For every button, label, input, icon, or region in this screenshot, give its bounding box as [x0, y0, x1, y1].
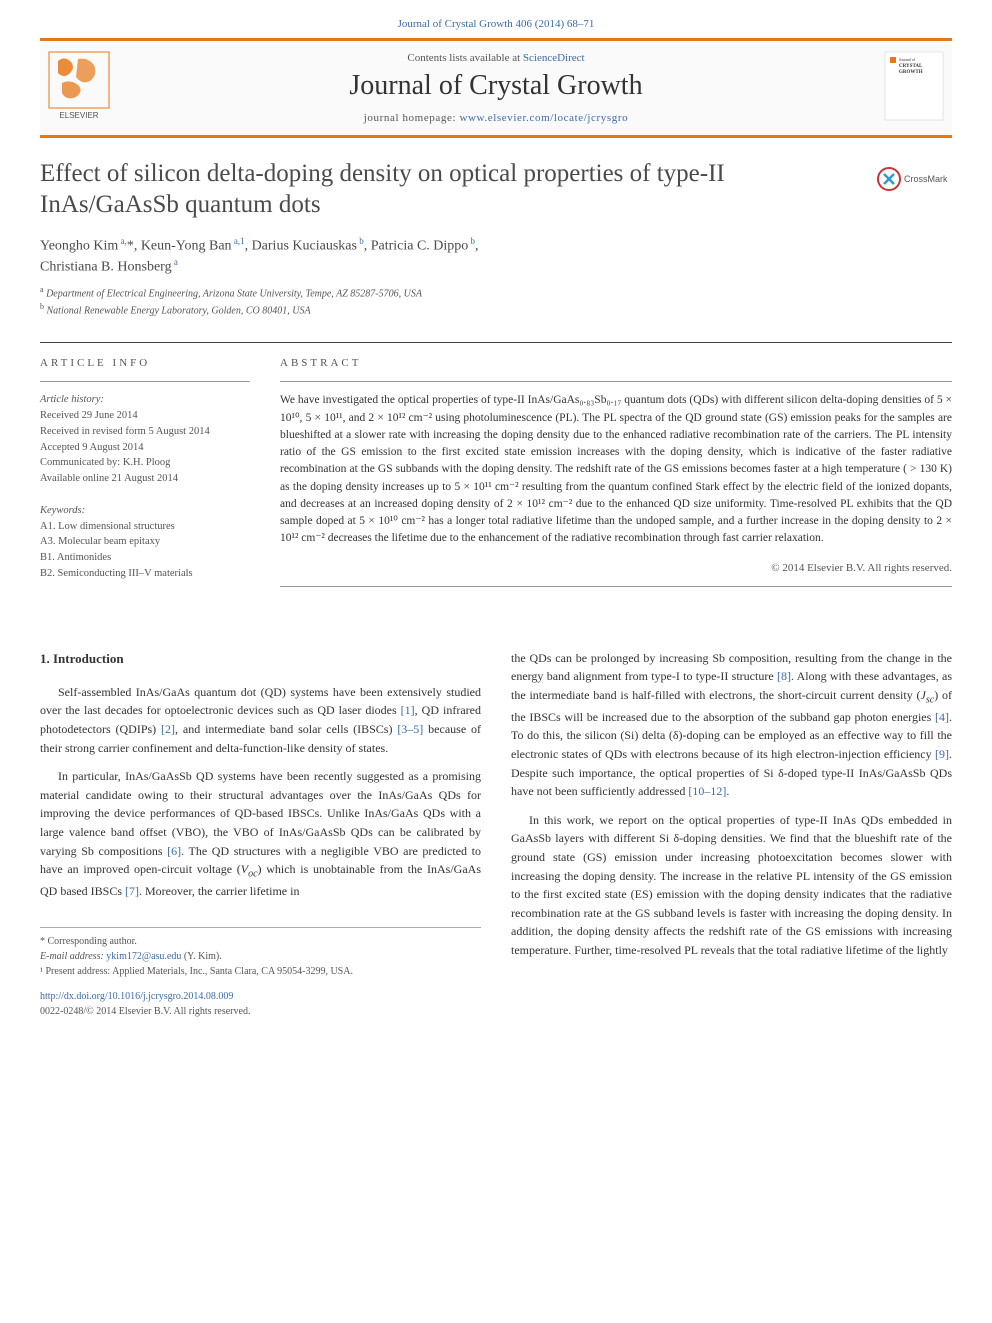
abstract-text: We have investigated the optical propert… [280, 392, 952, 547]
top-citation: Journal of Crystal Growth 406 (2014) 68–… [0, 0, 992, 38]
homepage-prefix: journal homepage: [364, 112, 460, 124]
article-history: Article history: Received 29 June 2014 R… [40, 392, 250, 487]
intro-p2: In particular, InAs/GaAsSb QD systems ha… [40, 767, 481, 900]
authors: Yeongho Kim a,*, Keun-Yong Ban a,1, Dari… [40, 235, 952, 278]
keyword-1: A3. Molecular beam epitaxy [40, 536, 160, 547]
contents-prefix: Contents lists available at [407, 52, 522, 64]
keyword-3: B2. Semiconducting III–V materials [40, 568, 193, 579]
svg-text:Journal of: Journal of [899, 57, 916, 62]
affiliations: a Department of Electrical Engineering, … [40, 284, 952, 319]
divider [40, 342, 952, 343]
svg-text:CRYSTAL: CRYSTAL [899, 64, 923, 69]
history-received: Received 29 June 2014 [40, 410, 138, 421]
ref-2[interactable]: [2] [161, 722, 175, 736]
homepage-link[interactable]: www.elsevier.com/locate/jcrysgro [459, 112, 628, 124]
keyword-2: B1. Antimonides [40, 552, 111, 563]
affiliation-a: Department of Electrical Engineering, Ar… [46, 288, 422, 299]
article-info-heading: ARTICLE INFO [40, 357, 250, 369]
ref-3-5[interactable]: [3–5] [397, 722, 423, 736]
fn-email-label: E-mail address: [40, 951, 106, 962]
history-accepted: Accepted 9 August 2014 [40, 442, 144, 453]
journal-name: Journal of Crystal Growth [118, 70, 874, 102]
intro-p4: In this work, we report on the optical p… [511, 811, 952, 960]
article-title: Effect of silicon delta-doping density o… [40, 158, 862, 221]
journal-header: ELSEVIER Contents lists available at Sci… [40, 38, 952, 138]
ref-8[interactable]: [8] [777, 669, 791, 683]
svg-text:ELSEVIER: ELSEVIER [59, 111, 98, 120]
column-left: 1. Introduction Self-assembled InAs/GaAs… [40, 649, 481, 1020]
keywords-label: Keywords: [40, 505, 85, 516]
ref-6[interactable]: [6] [167, 844, 181, 858]
intro-p1: Self-assembled InAs/GaAs quantum dot (QD… [40, 683, 481, 757]
affiliation-b: National Renewable Energy Laboratory, Go… [47, 305, 311, 316]
history-label: Article history: [40, 394, 104, 405]
ref-9[interactable]: [9] [935, 747, 949, 761]
copyright: © 2014 Elsevier B.V. All rights reserved… [280, 562, 952, 574]
fn-present: ¹ Present address: Applied Materials, In… [40, 964, 481, 979]
fn-email-link[interactable]: ykim172@asu.edu [106, 951, 181, 962]
keyword-0: A1. Low dimensional structures [40, 521, 175, 532]
ref-10-12[interactable]: [10–12] [688, 784, 726, 798]
elsevier-logo: ELSEVIER [40, 47, 118, 129]
history-communicated: Communicated by: K.H. Ploog [40, 457, 170, 468]
history-revised: Received in revised form 5 August 2014 [40, 426, 210, 437]
svg-text:CrossMark: CrossMark [904, 174, 948, 184]
issn-line: 0022-0248/© 2014 Elsevier B.V. All right… [40, 1006, 250, 1017]
crossmark-badge[interactable]: CrossMark [862, 158, 952, 198]
intro-p3: the QDs can be prolonged by increasing S… [511, 649, 952, 801]
ref-7[interactable]: [7] [125, 884, 139, 898]
journal-cover: Journal of CRYSTAL GROWTH [874, 47, 952, 129]
intro-heading: 1. Introduction [40, 649, 481, 669]
ref-4[interactable]: [4] [935, 710, 949, 724]
fn-email-suffix: (Y. Kim). [181, 951, 221, 962]
fn-corresponding: * Corresponding author. [40, 934, 481, 949]
ref-1[interactable]: [1] [401, 703, 415, 717]
keywords-block: Keywords: A1. Low dimensional structures… [40, 503, 250, 582]
svg-text:GROWTH: GROWTH [899, 70, 923, 75]
footnotes: * Corresponding author. E-mail address: … [40, 927, 481, 979]
doi-block: http://dx.doi.org/10.1016/j.jcrysgro.201… [40, 989, 481, 1020]
column-right: the QDs can be prolonged by increasing S… [511, 649, 952, 1020]
history-online: Available online 21 August 2014 [40, 473, 178, 484]
doi-link[interactable]: http://dx.doi.org/10.1016/j.jcrysgro.201… [40, 991, 233, 1002]
header-center: Contents lists available at ScienceDirec… [118, 52, 874, 124]
sciencedirect-link[interactable]: ScienceDirect [523, 52, 585, 64]
abstract-heading: ABSTRACT [280, 357, 952, 369]
